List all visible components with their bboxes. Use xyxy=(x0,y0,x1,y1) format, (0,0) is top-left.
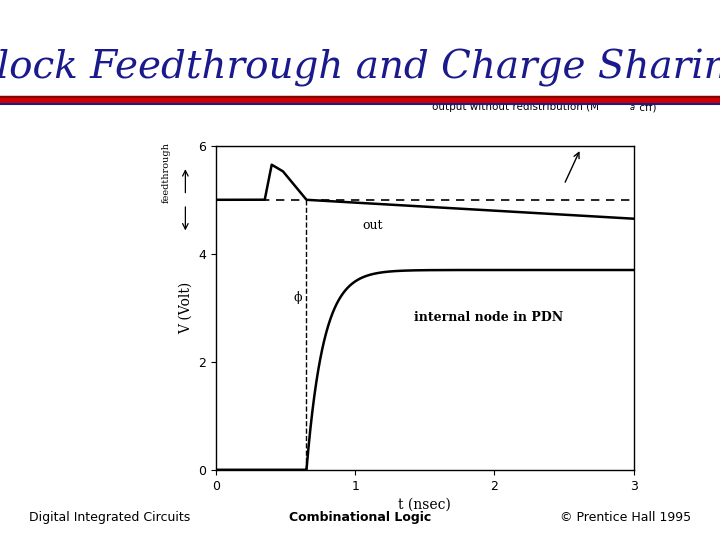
Text: output without redistribution (M: output without redistribution (M xyxy=(432,102,599,112)
Text: Clock Feedthrough and Charge Sharing: Clock Feedthrough and Charge Sharing xyxy=(0,49,720,86)
Text: a: a xyxy=(630,103,635,112)
Text: Combinational Logic: Combinational Logic xyxy=(289,511,431,524)
Y-axis label: V (Volt): V (Volt) xyxy=(179,282,193,334)
Text: ϕ: ϕ xyxy=(294,291,302,303)
Text: © Prentice Hall 1995: © Prentice Hall 1995 xyxy=(560,511,691,524)
Text: cff): cff) xyxy=(636,102,657,112)
Text: Digital Integrated Circuits: Digital Integrated Circuits xyxy=(29,511,190,524)
X-axis label: t (nsec): t (nsec) xyxy=(398,498,451,512)
Text: out: out xyxy=(362,219,382,232)
Text: internal node in PDN: internal node in PDN xyxy=(414,311,563,324)
Text: feedthrough: feedthrough xyxy=(161,143,171,203)
